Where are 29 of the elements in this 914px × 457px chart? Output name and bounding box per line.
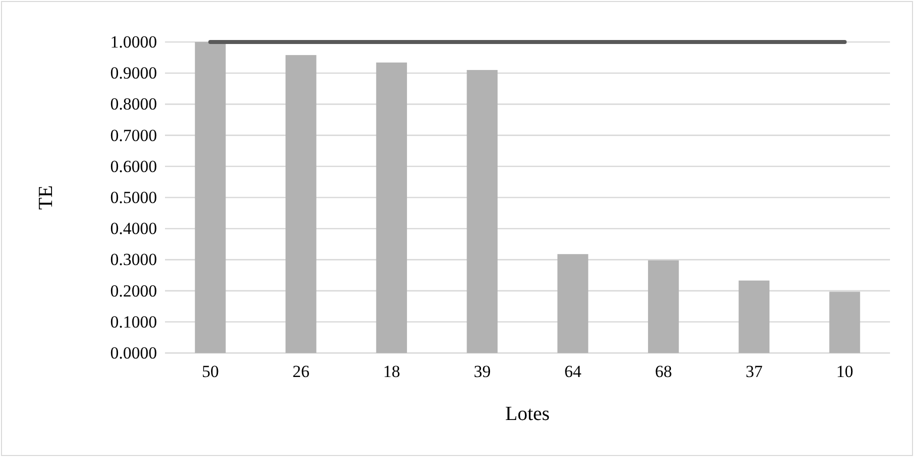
y-tick-label: 1.0000 [110, 32, 157, 52]
y-tick-label: 0.1000 [110, 312, 157, 332]
y-tick-label: 0.8000 [110, 94, 157, 114]
x-axis-title: Lotes [505, 403, 550, 425]
x-tick-label: 37 [746, 362, 764, 382]
y-tick-label: 0.6000 [110, 156, 157, 176]
y-tick-label: 0.0000 [110, 343, 157, 362]
x-tick-label: 68 [654, 362, 672, 382]
y-tick-label: 0.2000 [110, 281, 157, 300]
y-axis-title: TE [35, 185, 57, 210]
x-tick-label: 10 [836, 362, 854, 382]
y-tick-label: 0.4000 [110, 219, 157, 238]
x-tick-label: 50 [202, 362, 219, 382]
bar [194, 42, 226, 353]
bar [286, 55, 316, 353]
x-tick-label: 26 [292, 362, 310, 382]
x-tick-label: 39 [474, 362, 491, 382]
y-tick-label: 0.3000 [110, 250, 157, 270]
bar [648, 260, 679, 353]
x-tick-label: 64 [564, 362, 582, 382]
x-tick-label: 18 [383, 362, 400, 382]
bar [738, 280, 770, 353]
bar [466, 70, 498, 353]
y-tick-label: 0.9000 [110, 64, 157, 83]
bar [376, 62, 407, 353]
bar [557, 254, 588, 353]
bar [829, 292, 860, 353]
y-tick-label: 0.7000 [110, 126, 157, 145]
y-tick-label: 0.5000 [110, 188, 157, 207]
